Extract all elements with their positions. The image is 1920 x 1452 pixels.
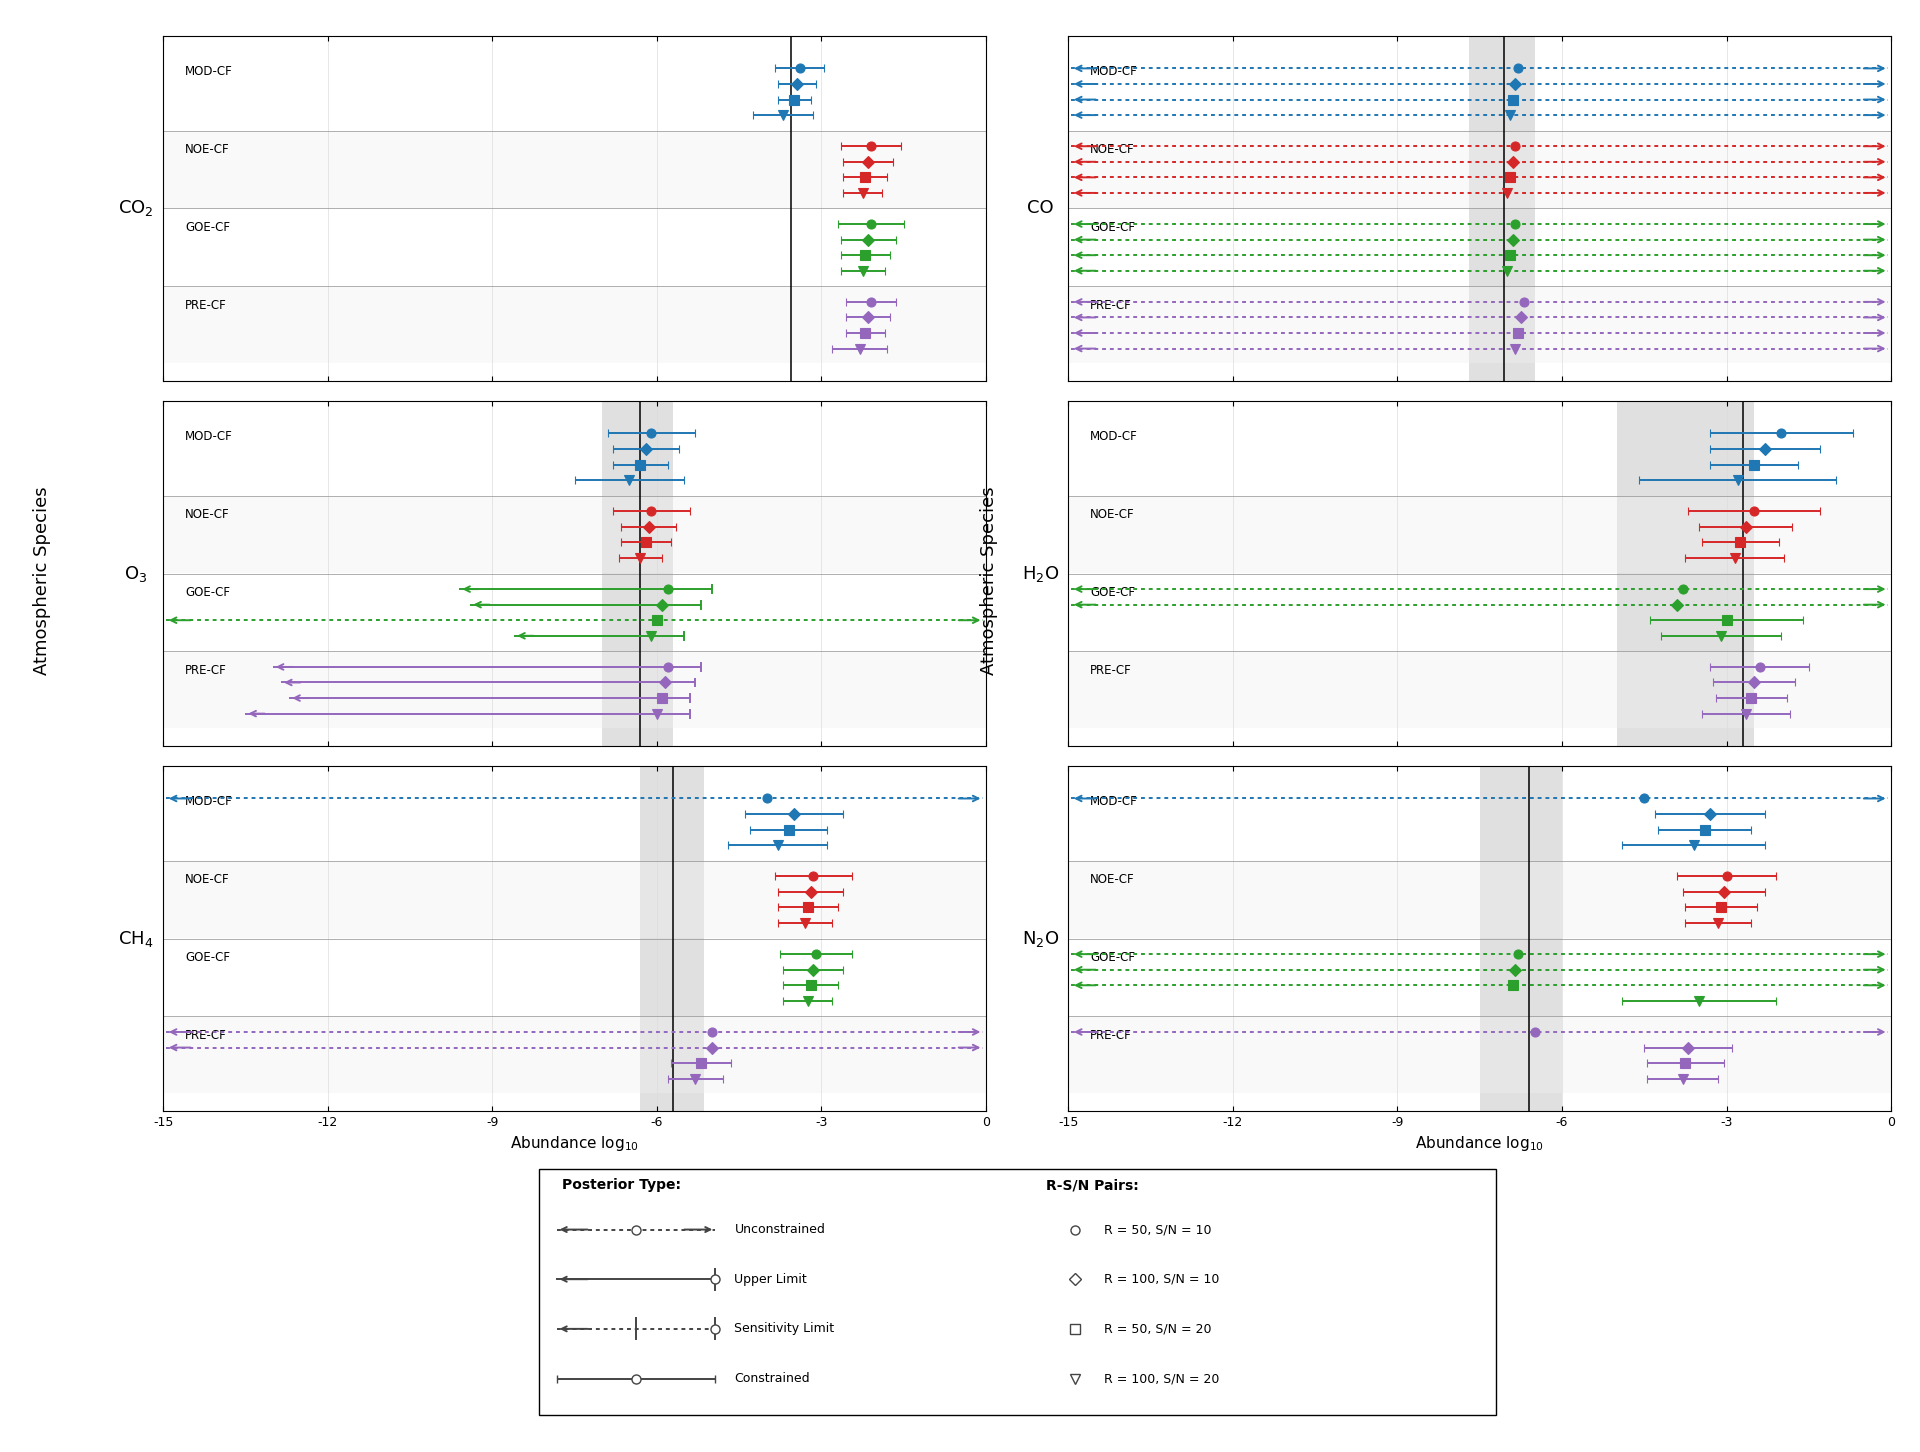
Bar (1617, 401, 1755, 746)
Text: GOE-CF: GOE-CF (1091, 951, 1135, 964)
FancyBboxPatch shape (538, 1169, 1496, 1416)
Y-axis label: CH$_4$: CH$_4$ (117, 929, 154, 948)
Bar (1068, 132, 1891, 208)
Text: Sensitivity Limit: Sensitivity Limit (735, 1323, 835, 1336)
Bar (163, 861, 987, 938)
Text: R-S/N Pairs:: R-S/N Pairs: (1046, 1178, 1139, 1192)
Text: NOE-CF: NOE-CF (1091, 508, 1135, 521)
Text: Posterior Type:: Posterior Type: (561, 1178, 680, 1192)
Text: NOE-CF: NOE-CF (184, 144, 230, 157)
Text: MOD-CF: MOD-CF (1091, 796, 1139, 809)
Text: GOE-CF: GOE-CF (184, 587, 230, 600)
Text: GOE-CF: GOE-CF (1091, 221, 1135, 234)
Text: PRE-CF: PRE-CF (184, 1029, 227, 1043)
Bar (1068, 497, 1891, 572)
X-axis label: Abundance log$_{10}$: Abundance log$_{10}$ (1415, 1134, 1544, 1153)
Bar (1469, 36, 1534, 380)
Bar (1068, 861, 1891, 938)
Text: R = 50, S/N = 20: R = 50, S/N = 20 (1104, 1323, 1212, 1336)
Text: Atmospheric Species: Atmospheric Species (33, 486, 52, 675)
Text: R = 100, S/N = 20: R = 100, S/N = 20 (1104, 1372, 1219, 1385)
Y-axis label: CO$_2$: CO$_2$ (117, 199, 154, 218)
Text: MOD-CF: MOD-CF (1091, 430, 1139, 443)
Bar (163, 497, 987, 572)
Text: NOE-CF: NOE-CF (184, 508, 230, 521)
Text: NOE-CF: NOE-CF (1091, 144, 1135, 157)
Text: PRE-CF: PRE-CF (184, 299, 227, 312)
Text: MOD-CF: MOD-CF (184, 796, 232, 809)
Bar (603, 401, 674, 746)
Text: Atmospheric Species: Atmospheric Species (979, 486, 998, 675)
Text: Constrained: Constrained (735, 1372, 810, 1385)
Bar (1480, 767, 1563, 1111)
Text: PRE-CF: PRE-CF (1091, 1029, 1133, 1043)
Text: Upper Limit: Upper Limit (735, 1273, 806, 1285)
X-axis label: Abundance log$_{10}$: Abundance log$_{10}$ (511, 1134, 639, 1153)
Text: PRE-CF: PRE-CF (184, 664, 227, 677)
Text: NOE-CF: NOE-CF (1091, 873, 1135, 886)
Bar (1068, 652, 1891, 729)
Y-axis label: H$_2$O: H$_2$O (1021, 563, 1060, 584)
Bar (1068, 1018, 1891, 1093)
Y-axis label: O$_3$: O$_3$ (123, 563, 148, 584)
Text: MOD-CF: MOD-CF (1091, 65, 1139, 78)
Y-axis label: CO: CO (1027, 199, 1054, 218)
Bar (163, 652, 987, 729)
Bar (163, 132, 987, 208)
Text: R = 100, S/N = 10: R = 100, S/N = 10 (1104, 1273, 1219, 1285)
Bar (163, 287, 987, 363)
Y-axis label: N$_2$O: N$_2$O (1021, 929, 1060, 948)
Text: NOE-CF: NOE-CF (184, 873, 230, 886)
Text: PRE-CF: PRE-CF (1091, 299, 1133, 312)
Bar (163, 1018, 987, 1093)
Text: GOE-CF: GOE-CF (1091, 587, 1135, 600)
Text: R = 50, S/N = 10: R = 50, S/N = 10 (1104, 1223, 1212, 1236)
Text: GOE-CF: GOE-CF (184, 221, 230, 234)
Text: GOE-CF: GOE-CF (184, 951, 230, 964)
Text: MOD-CF: MOD-CF (184, 65, 232, 78)
Text: PRE-CF: PRE-CF (1091, 664, 1133, 677)
Text: MOD-CF: MOD-CF (184, 430, 232, 443)
Text: Unconstrained: Unconstrained (735, 1223, 826, 1236)
Bar (641, 767, 703, 1111)
Bar (1068, 287, 1891, 363)
